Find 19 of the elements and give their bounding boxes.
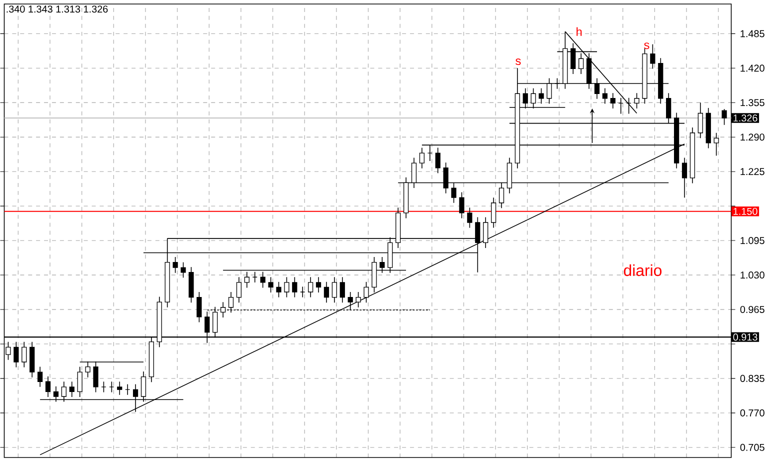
annotation: diario — [624, 264, 662, 276]
annotation: h — [576, 27, 582, 36]
y-tick-label: 1.290 — [740, 134, 764, 141]
y-tick-label: 1.030 — [740, 272, 764, 279]
y-tick-label: 1.420 — [740, 64, 764, 72]
ref-line-label: 0.913 — [733, 334, 758, 341]
y-tick-label: 0.835 — [740, 375, 764, 382]
ref-line-label: 1.326 — [734, 114, 758, 122]
y-tick-label: 1.095 — [740, 237, 764, 244]
y-tick-label: 0.705 — [740, 444, 764, 452]
y-tick-label: 0.770 — [740, 410, 764, 417]
annotation: s — [516, 58, 521, 66]
y-tick-label: 1.225 — [740, 168, 764, 176]
y-tick-label: 1.355 — [740, 99, 764, 106]
annotation: s — [644, 42, 650, 50]
annotation: .340 1.343 1.313 1.326 — [6, 6, 108, 13]
y-tick-label: 0.965 — [740, 306, 764, 314]
y-tick-label: 1.485 — [740, 30, 764, 38]
ref-line-label: 1.150 — [734, 208, 758, 216]
